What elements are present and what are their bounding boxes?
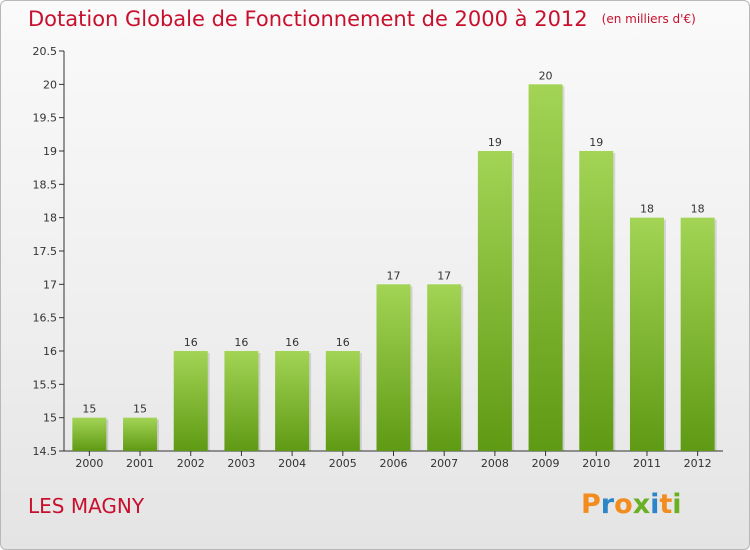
chart-unit-text: (en milliers d'€) bbox=[601, 12, 696, 26]
bar[interactable] bbox=[528, 84, 563, 451]
logo-letter: i bbox=[672, 489, 682, 520]
bar[interactable] bbox=[477, 151, 512, 451]
data-label: 16 bbox=[336, 336, 350, 349]
chart-title: Dotation Globale de Fonctionnement de 20… bbox=[28, 7, 696, 31]
bar[interactable] bbox=[325, 351, 360, 451]
data-label: 16 bbox=[184, 336, 198, 349]
x-tick-label: 2012 bbox=[684, 457, 712, 470]
y-tick-label: 17 bbox=[43, 278, 57, 291]
x-axis: 2000 2001 2002 2003 2004 2005 2006 2007 2008 2009… bbox=[64, 450, 723, 470]
bar[interactable] bbox=[173, 351, 208, 451]
data-label: 16 bbox=[285, 336, 299, 349]
data-label: 16 bbox=[234, 336, 248, 349]
y-tick-label: 19 bbox=[43, 145, 57, 158]
y-tick-label: 20.5 bbox=[33, 45, 58, 58]
data-label: 18 bbox=[640, 203, 654, 216]
bar[interactable] bbox=[579, 151, 614, 451]
logo-letter: P bbox=[581, 489, 601, 520]
data-label: 20 bbox=[539, 69, 553, 82]
logo-letter: o bbox=[614, 489, 633, 520]
x-tick-label: 2002 bbox=[177, 457, 205, 470]
logo-letter: t bbox=[659, 489, 673, 520]
y-tick-label: 19.5 bbox=[33, 112, 58, 125]
x-tick-label: 2007 bbox=[430, 457, 458, 470]
chart-title-text: Dotation Globale de Fonctionnement de 20… bbox=[28, 7, 588, 31]
logo-letter: x bbox=[632, 489, 651, 520]
bar[interactable] bbox=[427, 284, 462, 451]
y-tick-label: 15 bbox=[43, 412, 57, 425]
data-labels: 15 15 16 16 16 16 17 17 19 20 19 18 18 bbox=[82, 69, 704, 415]
data-label: 15 bbox=[82, 403, 96, 416]
bar[interactable] bbox=[629, 217, 664, 451]
x-tick-label: 2010 bbox=[582, 457, 610, 470]
y-tick-label: 17.5 bbox=[33, 245, 58, 258]
data-label: 19 bbox=[488, 136, 502, 149]
data-label: 17 bbox=[387, 269, 401, 282]
data-label: 17 bbox=[437, 269, 451, 282]
y-tick-label: 16.5 bbox=[33, 312, 58, 325]
bar[interactable] bbox=[680, 217, 715, 451]
y-tick-label: 18.5 bbox=[33, 178, 58, 191]
y-tick-label: 14.5 bbox=[33, 445, 58, 458]
logo-letter: i bbox=[650, 489, 660, 520]
x-tick-label: 2000 bbox=[75, 457, 103, 470]
x-tick-label: 2001 bbox=[126, 457, 154, 470]
x-tick-label: 2003 bbox=[227, 457, 255, 470]
x-tick-label: 2008 bbox=[481, 457, 509, 470]
bar[interactable] bbox=[72, 417, 107, 451]
x-tick-label: 2009 bbox=[532, 457, 560, 470]
bar[interactable] bbox=[275, 351, 310, 451]
bars bbox=[72, 84, 717, 451]
data-label: 18 bbox=[691, 203, 705, 216]
data-label: 19 bbox=[589, 136, 603, 149]
y-tick-label: 15.5 bbox=[33, 378, 58, 391]
x-tick-label: 2005 bbox=[329, 457, 357, 470]
y-tick-label: 18 bbox=[43, 212, 57, 225]
x-tick-label: 2006 bbox=[380, 457, 408, 470]
commune-name: LES MAGNY bbox=[28, 494, 145, 518]
proxiti-logo[interactable]: Proxiti bbox=[581, 489, 682, 520]
bar[interactable] bbox=[376, 284, 411, 451]
x-tick-label: 2011 bbox=[633, 457, 661, 470]
bar[interactable] bbox=[224, 351, 259, 451]
bar[interactable] bbox=[123, 417, 158, 451]
y-tick-label: 16 bbox=[43, 345, 57, 358]
y-axis: 14.5 15 15.5 16 16.5 17 17.5 18 18.5 19 19.5 20 20.5 bbox=[33, 45, 65, 458]
x-tick-label: 2004 bbox=[278, 457, 306, 470]
logo-letter: r bbox=[600, 489, 615, 520]
data-label: 15 bbox=[133, 403, 147, 416]
y-tick-label: 20 bbox=[43, 78, 57, 91]
